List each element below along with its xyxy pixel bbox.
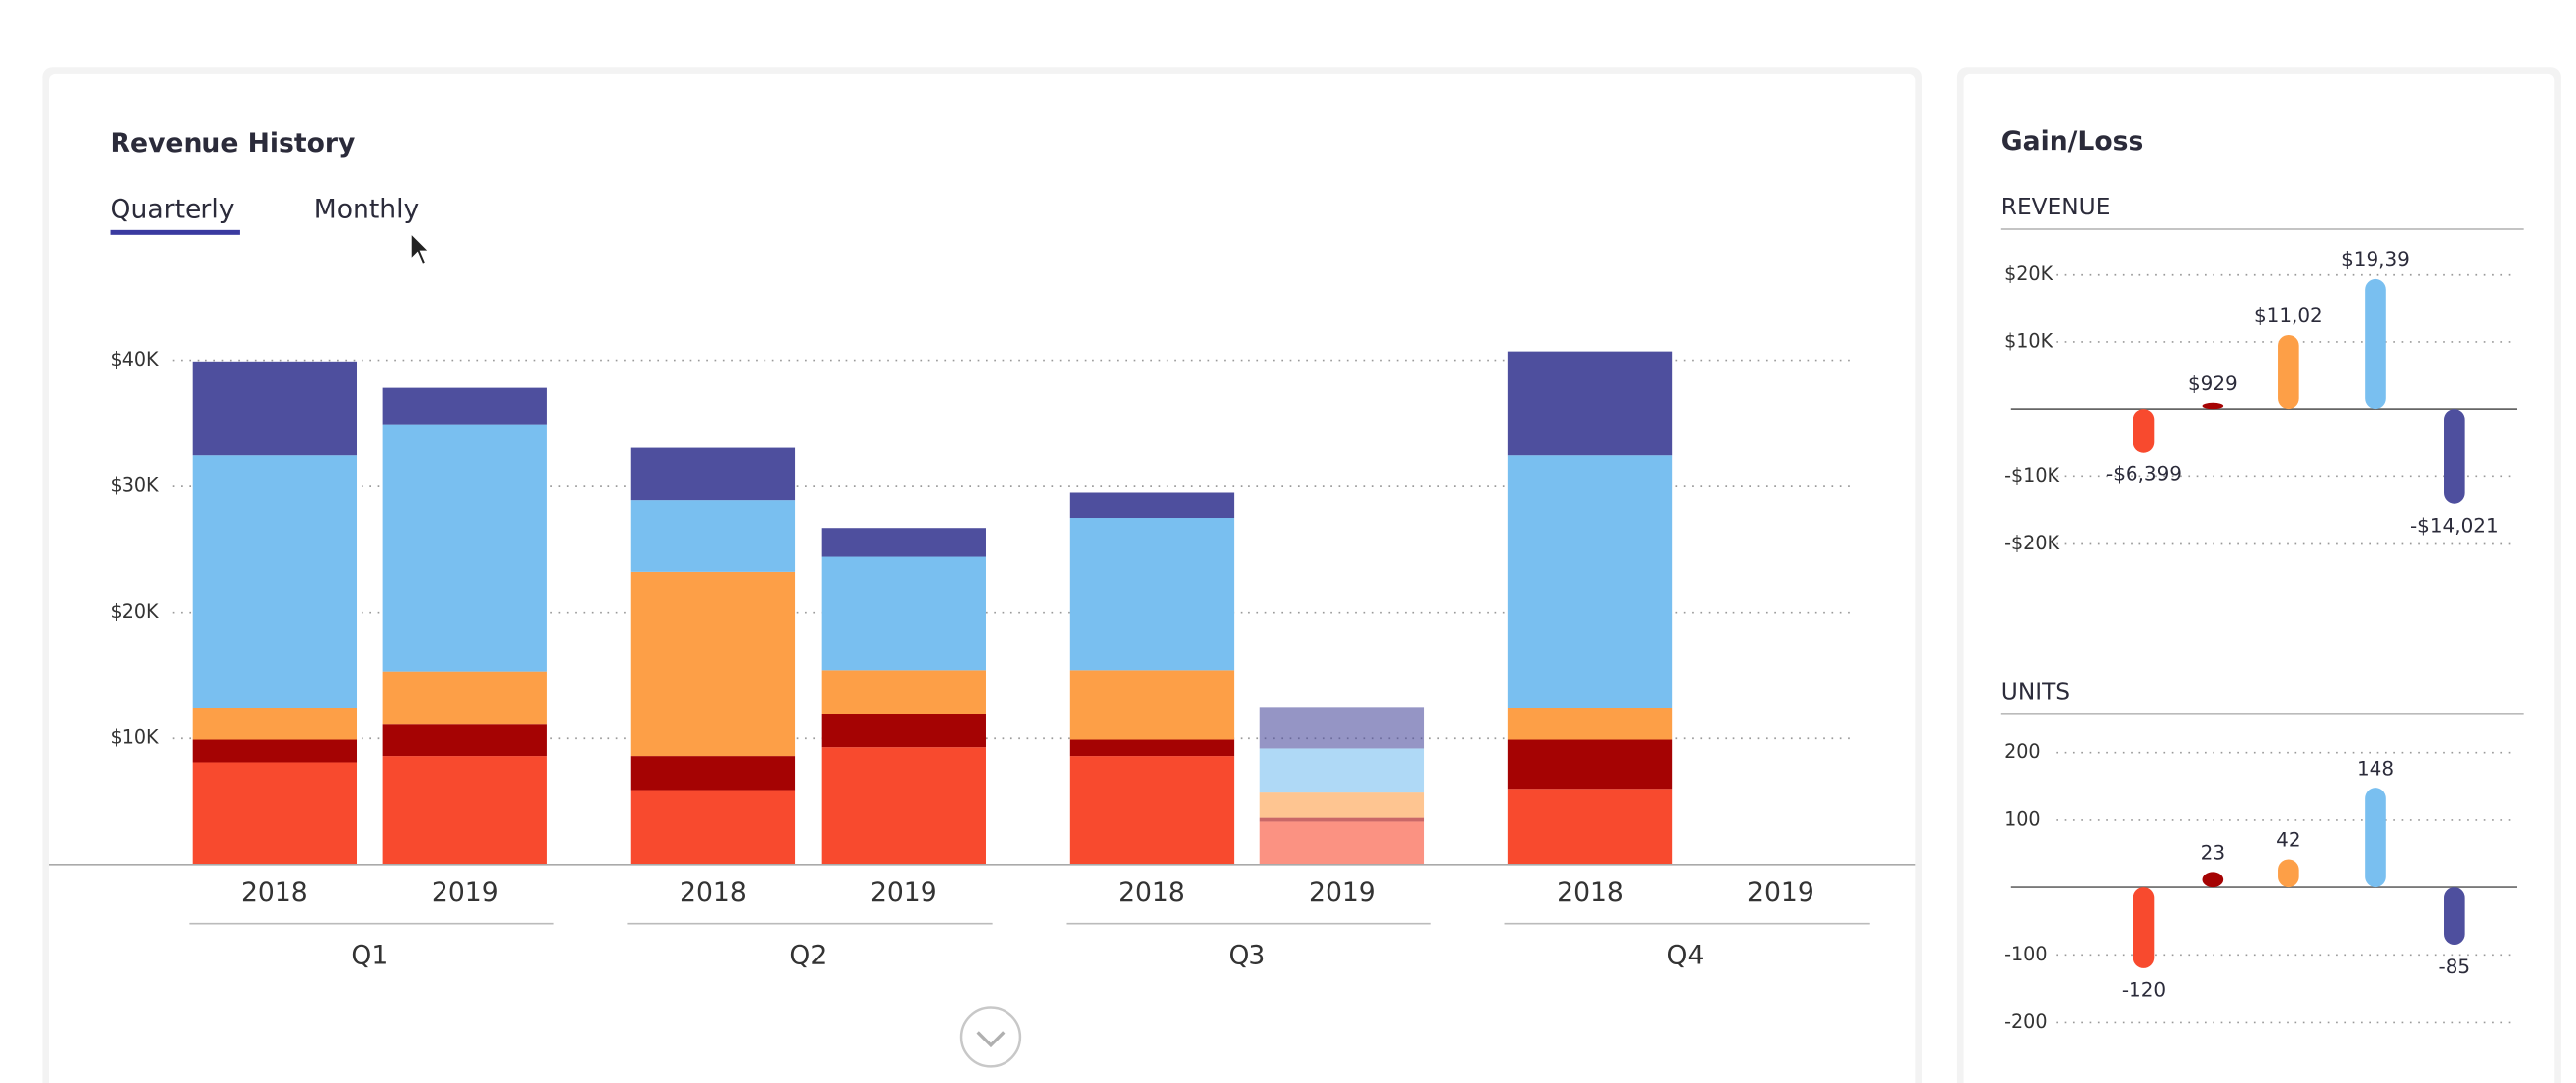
y-tick-label: -$20K bbox=[2004, 532, 2059, 554]
bar-segment bbox=[821, 528, 986, 557]
bar-segment bbox=[821, 670, 986, 715]
bar bbox=[2278, 859, 2299, 888]
mouse-cursor bbox=[410, 231, 432, 266]
section-title: UNITS bbox=[2001, 679, 2070, 706]
scroll-down-button[interactable] bbox=[959, 1006, 1022, 1068]
x-tick-label: 2019 bbox=[870, 877, 937, 908]
y-tick-label: 100 bbox=[2004, 807, 2040, 830]
bar-segment bbox=[192, 361, 358, 456]
bar-segment bbox=[192, 455, 358, 708]
bar-segment bbox=[1069, 492, 1235, 519]
bar-segment bbox=[1259, 748, 1425, 793]
group-label: Q1 bbox=[351, 940, 388, 970]
tab-underline bbox=[110, 229, 240, 235]
bar-segment bbox=[192, 762, 358, 865]
gain-loss-card bbox=[1963, 73, 2555, 1083]
bar-segment bbox=[1259, 821, 1425, 865]
bar-segment bbox=[1259, 792, 1425, 818]
y-tick-label: 200 bbox=[2004, 740, 2040, 763]
x-tick-label: 2019 bbox=[1747, 877, 1814, 908]
bar-segment bbox=[821, 747, 986, 865]
bar-segment bbox=[192, 739, 358, 763]
y-tick-label: $20K bbox=[111, 600, 159, 623]
bar-segment bbox=[1507, 455, 1673, 708]
value-label: $19,39 bbox=[2341, 247, 2410, 271]
bar-segment bbox=[630, 571, 796, 757]
y-tick-label: $40K bbox=[111, 348, 159, 371]
bar bbox=[2133, 409, 2155, 453]
bar-segment bbox=[1507, 739, 1673, 790]
bar-segment bbox=[630, 500, 796, 572]
group-label: Q2 bbox=[789, 940, 827, 970]
bar bbox=[2278, 334, 2299, 410]
value-label: -$14,021 bbox=[2410, 514, 2499, 538]
value-label: -$6,399 bbox=[2106, 462, 2182, 486]
y-tick-label: -$10K bbox=[2004, 464, 2059, 487]
group-label: Q4 bbox=[1667, 940, 1705, 970]
y-tick-label: -200 bbox=[2004, 1010, 2047, 1033]
bar-segment bbox=[1507, 789, 1673, 865]
y-tick-label: -100 bbox=[2004, 943, 2047, 965]
bar-segment bbox=[821, 714, 986, 748]
bar-segment bbox=[1507, 708, 1673, 740]
bar bbox=[2202, 402, 2224, 410]
tab[interactable]: Monthly bbox=[314, 194, 420, 224]
bar-segment bbox=[630, 790, 796, 865]
bar-segment bbox=[1259, 707, 1425, 749]
x-tick-label: 2018 bbox=[1118, 877, 1185, 908]
bar-segment bbox=[382, 387, 547, 425]
bar bbox=[2444, 887, 2465, 946]
bar-segment bbox=[382, 671, 547, 725]
bar bbox=[2444, 409, 2465, 504]
section-title: REVENUE bbox=[2001, 194, 2111, 220]
bar-segment bbox=[1069, 670, 1235, 740]
bar-segment bbox=[821, 556, 986, 671]
bar-segment bbox=[630, 756, 796, 791]
y-tick-label: $30K bbox=[111, 474, 159, 497]
value-label: 148 bbox=[2357, 756, 2394, 780]
value-label: $929 bbox=[2188, 372, 2238, 395]
bar bbox=[2365, 788, 2386, 888]
bar bbox=[2133, 887, 2155, 968]
bar-segment bbox=[1069, 739, 1235, 757]
y-tick-label: $10K bbox=[2004, 329, 2053, 352]
x-tick-label: 2019 bbox=[432, 877, 499, 908]
bar-segment bbox=[382, 724, 547, 757]
bar-segment bbox=[1507, 351, 1673, 456]
x-tick-label: 2019 bbox=[1309, 877, 1376, 908]
bar bbox=[2202, 872, 2224, 888]
value-label: -85 bbox=[2439, 955, 2471, 978]
value-label: 23 bbox=[2201, 841, 2225, 865]
panel-title: Gain/Loss bbox=[2001, 126, 2144, 157]
y-tick-label: $20K bbox=[2004, 262, 2053, 285]
bar-segment bbox=[630, 447, 796, 501]
panel-title: Revenue History bbox=[111, 128, 356, 159]
group-label: Q3 bbox=[1228, 940, 1265, 970]
bar-segment bbox=[1259, 817, 1425, 822]
bar-segment bbox=[1069, 518, 1235, 671]
bar-segment bbox=[382, 756, 547, 865]
y-tick-label: $10K bbox=[111, 726, 159, 749]
value-label: 42 bbox=[2276, 828, 2300, 852]
bar-segment bbox=[192, 708, 358, 740]
tab[interactable]: Quarterly bbox=[111, 194, 235, 224]
value-label: -120 bbox=[2122, 978, 2166, 1002]
x-tick-label: 2018 bbox=[241, 877, 308, 908]
x-tick-label: 2018 bbox=[680, 877, 747, 908]
bar bbox=[2365, 278, 2386, 410]
x-tick-label: 2018 bbox=[1557, 877, 1624, 908]
bar-segment bbox=[1069, 756, 1235, 865]
value-label: $11,02 bbox=[2254, 303, 2323, 327]
bar-segment bbox=[382, 424, 547, 672]
